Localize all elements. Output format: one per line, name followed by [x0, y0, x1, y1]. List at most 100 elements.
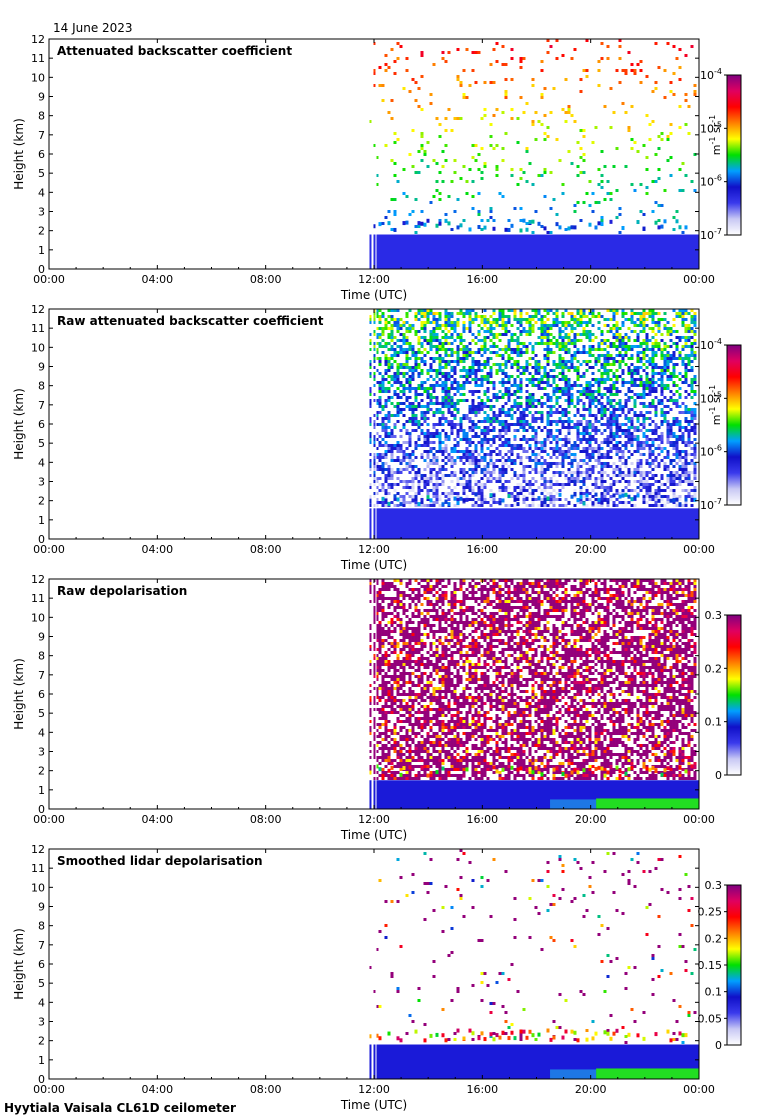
x-tick-label: 12:00 [358, 1083, 390, 1096]
y-tick-label: 3 [38, 206, 45, 219]
boundary-layer-fill [369, 234, 699, 269]
date-label: 14 June 2023 [53, 21, 133, 35]
y-tick-label: 1 [38, 1054, 45, 1067]
y-tick-label: 11 [31, 52, 45, 65]
colorbar-tick-label: 0.2 [705, 932, 723, 945]
y-tick-label: 7 [38, 129, 45, 142]
y-axis-label: Height (km) [12, 928, 26, 999]
y-tick-label: 5 [38, 977, 45, 990]
x-tick-label: 20:00 [575, 1083, 607, 1096]
x-tick-label: 16:00 [466, 1083, 498, 1096]
x-tick-label: 08:00 [250, 543, 282, 556]
colorbar-tick-label: 10-7 [700, 227, 722, 242]
panel-title: Smoothed lidar depolarisation [57, 854, 263, 868]
y-tick-label: 7 [38, 399, 45, 412]
x-tick-label: 04:00 [141, 543, 173, 556]
y-tick-label: 7 [38, 669, 45, 682]
boundary-layer-fill [369, 508, 699, 539]
x-tick-label: 00:00 [683, 273, 715, 286]
y-tick-label: 0 [38, 803, 45, 816]
data-gap [371, 39, 374, 269]
heatmap-cells [369, 849, 699, 1079]
x-axis-label: Time (UTC) [340, 1098, 407, 1112]
panel-title: Attenuated backscatter coefficient [57, 44, 292, 58]
y-tick-label: 3 [38, 476, 45, 489]
y-tick-label: 12 [31, 33, 45, 46]
y-tick-label: 7 [38, 939, 45, 952]
y-tick-label: 1 [38, 784, 45, 797]
x-tick-label: 20:00 [575, 543, 607, 556]
x-tick-label: 08:00 [250, 813, 282, 826]
y-tick-label: 4 [38, 726, 45, 739]
data-gap [375, 849, 377, 1079]
colorbar-tick-label: 0.1 [705, 986, 723, 999]
x-tick-label: 00:00 [33, 543, 65, 556]
colorbar-tick-label: 0.1 [705, 716, 723, 729]
x-tick-label: 16:00 [466, 273, 498, 286]
y-tick-label: 10 [31, 881, 45, 894]
y-tick-label: 10 [31, 341, 45, 354]
colorbar-tick-label: 10-6 [700, 174, 722, 189]
y-tick-label: 9 [38, 91, 45, 104]
colorbar-tick-label: 0.05 [698, 1012, 723, 1025]
y-tick-label: 8 [38, 920, 45, 933]
panel-title: Raw attenuated backscatter coefficient [57, 314, 324, 328]
colorbar [726, 614, 742, 776]
y-tick-label: 11 [31, 322, 45, 335]
data-gap [371, 849, 374, 1079]
y-tick-label: 0 [38, 533, 45, 546]
y-tick-label: 10 [31, 71, 45, 84]
y-tick-label: 1 [38, 514, 45, 527]
x-axis-label: Time (UTC) [340, 558, 407, 572]
data-gap [375, 579, 377, 809]
y-axis-label: Height (km) [12, 118, 26, 189]
y-tick-label: 12 [31, 303, 45, 316]
heatmap-cells [369, 39, 699, 269]
y-tick-label: 2 [38, 765, 45, 778]
y-tick-label: 0 [38, 1073, 45, 1086]
colorbar-tick-label: 10-5 [700, 390, 722, 405]
colorbar-unit: m-1 sr-1 [708, 115, 723, 155]
y-tick-label: 3 [38, 1016, 45, 1029]
instrument-label: Hyytiala Vaisala CL61D ceilometer [4, 1101, 236, 1115]
x-tick-label: 08:00 [250, 1083, 282, 1096]
colorbar-tick-label: 0 [715, 1039, 722, 1052]
y-tick-label: 5 [38, 167, 45, 180]
y-tick-label: 8 [38, 110, 45, 123]
y-tick-label: 8 [38, 650, 45, 663]
colorbar-tick-label: 0.15 [698, 959, 723, 972]
colorbar [726, 344, 742, 506]
x-tick-label: 04:00 [141, 813, 173, 826]
y-tick-label: 2 [38, 225, 45, 238]
x-tick-label: 04:00 [141, 273, 173, 286]
colorbar [726, 884, 742, 1046]
colorbar-tick-label: 10-7 [700, 497, 722, 512]
y-tick-label: 2 [38, 495, 45, 508]
data-gap [375, 39, 377, 269]
panel-title: Raw depolarisation [57, 584, 187, 598]
y-axis-label: Height (km) [12, 388, 26, 459]
colorbar-tick-label: 10-6 [700, 444, 722, 459]
y-tick-label: 1 [38, 244, 45, 257]
y-tick-label: 12 [31, 843, 45, 856]
colorbar-tick-label: 0 [715, 769, 722, 782]
y-tick-label: 9 [38, 901, 45, 914]
y-tick-label: 6 [38, 418, 45, 431]
x-tick-label: 20:00 [575, 273, 607, 286]
y-tick-label: 5 [38, 437, 45, 450]
y-tick-label: 2 [38, 1035, 45, 1048]
y-tick-label: 12 [31, 573, 45, 586]
colorbar-tick-label: 10-4 [700, 337, 722, 352]
x-tick-label: 08:00 [250, 273, 282, 286]
y-tick-label: 11 [31, 592, 45, 605]
data-gap [375, 309, 377, 539]
x-tick-label: 00:00 [683, 1083, 715, 1096]
y-tick-label: 5 [38, 707, 45, 720]
x-tick-label: 00:00 [683, 543, 715, 556]
y-tick-label: 4 [38, 186, 45, 199]
y-tick-label: 9 [38, 361, 45, 374]
colorbar-tick-label: 0.25 [698, 906, 723, 919]
